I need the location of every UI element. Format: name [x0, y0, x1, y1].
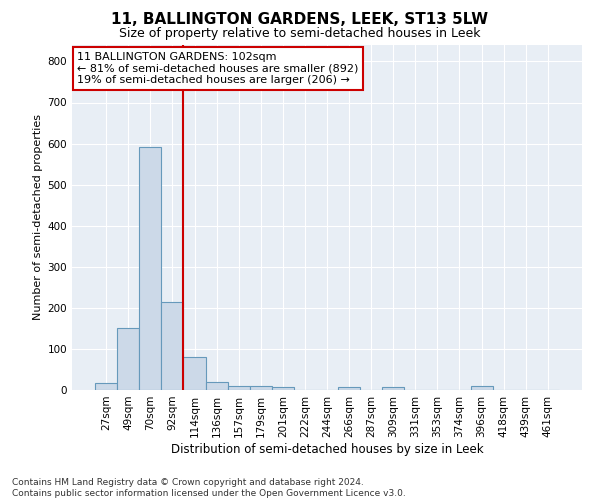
- Bar: [272, 386, 294, 390]
- Bar: [139, 147, 161, 390]
- Bar: [184, 357, 206, 390]
- Bar: [382, 387, 404, 390]
- Bar: [227, 386, 250, 390]
- Bar: [338, 387, 360, 390]
- Y-axis label: Number of semi-detached properties: Number of semi-detached properties: [34, 114, 43, 320]
- Bar: [95, 382, 117, 390]
- Text: Size of property relative to semi-detached houses in Leek: Size of property relative to semi-detach…: [119, 28, 481, 40]
- Bar: [117, 328, 139, 390]
- Text: Contains HM Land Registry data © Crown copyright and database right 2024.
Contai: Contains HM Land Registry data © Crown c…: [12, 478, 406, 498]
- Bar: [161, 302, 184, 390]
- Bar: [206, 382, 227, 390]
- Text: 11, BALLINGTON GARDENS, LEEK, ST13 5LW: 11, BALLINGTON GARDENS, LEEK, ST13 5LW: [112, 12, 488, 28]
- Bar: [470, 386, 493, 390]
- X-axis label: Distribution of semi-detached houses by size in Leek: Distribution of semi-detached houses by …: [170, 442, 484, 456]
- Text: 11 BALLINGTON GARDENS: 102sqm
← 81% of semi-detached houses are smaller (892)
19: 11 BALLINGTON GARDENS: 102sqm ← 81% of s…: [77, 52, 358, 85]
- Bar: [250, 386, 272, 390]
